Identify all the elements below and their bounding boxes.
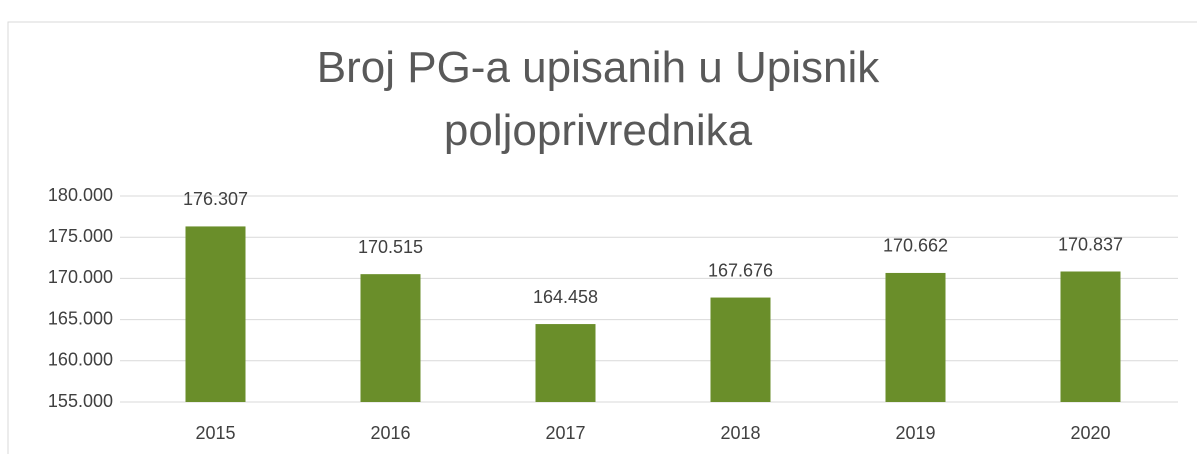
y-tick-label: 175.000 — [48, 226, 113, 246]
data-label: 170.837 — [1058, 234, 1123, 254]
data-label: 170.515 — [358, 237, 423, 257]
y-tick-label: 160.000 — [48, 350, 113, 370]
y-tick-label: 180.000 — [48, 185, 113, 205]
data-label: 170.662 — [883, 236, 948, 256]
x-tick-label: 2017 — [545, 423, 585, 443]
y-tick-label: 170.000 — [48, 267, 113, 287]
y-tick-label: 155.000 — [48, 391, 113, 411]
data-label: 164.458 — [533, 287, 598, 307]
bar — [885, 272, 946, 402]
x-tick-label: 2016 — [370, 423, 410, 443]
y-tick-label: 165.000 — [48, 308, 113, 328]
data-label: 176.307 — [183, 189, 248, 209]
x-tick-label: 2015 — [195, 423, 235, 443]
bar — [710, 297, 771, 402]
bar — [185, 226, 246, 402]
chart-frame — [7, 21, 1197, 454]
bar — [1060, 271, 1121, 402]
bar — [535, 324, 596, 402]
x-tick-label: 2020 — [1070, 423, 1110, 443]
x-tick-label: 2019 — [895, 423, 935, 443]
x-tick-label: 2018 — [720, 423, 760, 443]
chart-title: Broj PG-a upisanih u Upisnik poljoprivre… — [316, 43, 880, 155]
data-label: 167.676 — [708, 260, 773, 280]
bar — [360, 274, 421, 402]
